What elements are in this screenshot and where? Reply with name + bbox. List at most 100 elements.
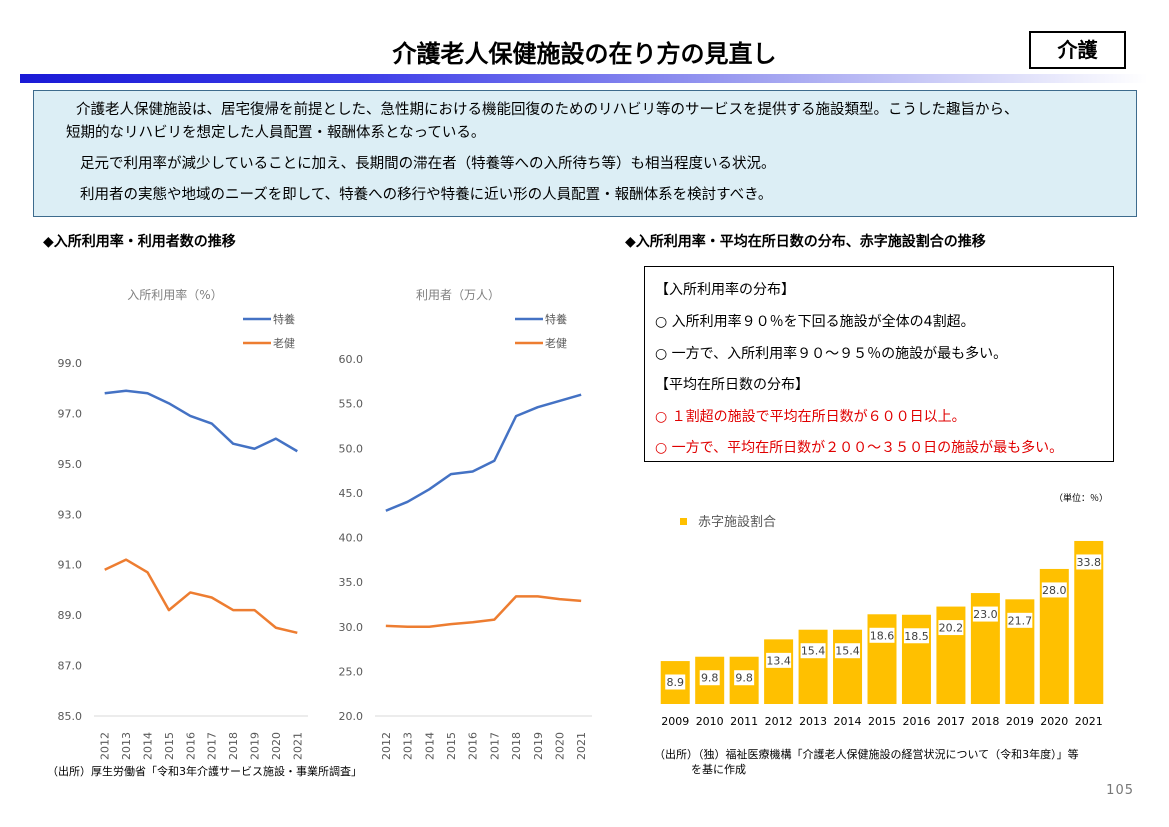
y-tick-label: 50.0 — [339, 442, 364, 455]
unit-note: （単位：％） — [1054, 492, 1108, 504]
legend-label: 老健 — [273, 337, 295, 350]
x-tick-label: 2012 — [380, 732, 393, 760]
right-section-title: ◆入所利用率・平均在所日数の分布、赤字施設割合の推移 — [625, 234, 986, 250]
y-tick-label: 89.0 — [58, 609, 83, 622]
bar — [798, 629, 828, 704]
x-tick-label: 2019 — [1006, 715, 1034, 728]
x-tick-label: 2011 — [730, 715, 758, 728]
x-tick-label: 2016 — [467, 732, 480, 760]
x-tick-label: 2018 — [227, 732, 240, 760]
data-label-box — [765, 651, 793, 669]
y-tick-label: 55.0 — [339, 398, 364, 411]
data-label: 18.5 — [904, 630, 929, 643]
legend-label: 特養 — [545, 312, 567, 326]
series-line-1 — [104, 389, 298, 453]
summary-item-1-cont: 短期的なリハビリを想定した人員配置・報酬体系となっている。 — [66, 125, 486, 141]
series-line-2 — [385, 595, 582, 628]
x-tick-label: 2018 — [971, 715, 999, 728]
data-label-box — [971, 605, 999, 623]
x-tick-label: 2020 — [1040, 715, 1068, 728]
y-tick-label: 91.0 — [58, 559, 83, 572]
bar — [833, 629, 863, 704]
data-label: 18.6 — [870, 629, 895, 642]
data-label-box — [834, 642, 862, 660]
page-title: 介護老人保健施設の在り方の見直し — [392, 40, 777, 68]
category-tag: 介護 — [1029, 31, 1126, 69]
data-label-box — [698, 669, 721, 687]
x-tick-label: 2016 — [184, 732, 197, 760]
data-label: 15.4 — [801, 645, 826, 658]
y-tick-label: 97.0 — [58, 407, 83, 420]
x-tick-label: 2021 — [575, 732, 588, 760]
x-tick-label: 2016 — [902, 715, 930, 728]
y-tick-label: 25.0 — [339, 665, 364, 678]
title-underline — [20, 74, 1148, 83]
x-tick-label: 2021 — [1075, 715, 1103, 728]
series-line-2 — [104, 558, 298, 635]
data-label: 28.0 — [1042, 584, 1067, 597]
x-tick-label: 2021 — [291, 732, 304, 760]
chart-title: 入所利用率（%） — [127, 287, 222, 302]
x-tick-label: 2013 — [402, 732, 415, 760]
dist-line-1: ○ 入所利用率９０％を下回る施設が全体の4割超。 — [655, 314, 975, 330]
data-label: 8.9 — [666, 676, 684, 689]
x-tick-label: 2015 — [163, 732, 176, 760]
data-label-box — [902, 627, 930, 645]
data-label: 9.8 — [701, 672, 719, 685]
x-tick-label: 2010 — [696, 715, 724, 728]
source-left: （出所）厚生労働省「令和3年介護サービス施設・事業所調査」 — [47, 765, 362, 778]
x-tick-label: 2014 — [142, 732, 155, 760]
data-label-box — [868, 626, 896, 644]
dist-line-3: ○ １割超の施設で平均在所日数が６００日以上。 — [655, 409, 966, 425]
legend-swatch — [680, 518, 687, 525]
data-label-box — [799, 642, 827, 660]
data-label: 15.4 — [835, 645, 860, 658]
data-label: 20.2 — [939, 622, 964, 635]
data-label-box — [664, 673, 687, 691]
y-tick-label: 87.0 — [58, 660, 83, 673]
x-tick-label: 2017 — [488, 732, 501, 760]
data-label: 13.4 — [766, 654, 791, 667]
x-tick-label: 2015 — [868, 715, 896, 728]
x-tick-label: 2009 — [661, 715, 689, 728]
data-label-box — [1040, 581, 1068, 599]
x-tick-label: 2012 — [99, 732, 112, 760]
left-section-title: ◆入所利用率・利用者数の推移 — [43, 234, 236, 250]
data-label-box — [1006, 611, 1034, 629]
data-label-box — [733, 669, 756, 687]
y-tick-label: 40.0 — [339, 532, 364, 545]
x-tick-label: 2020 — [270, 732, 283, 760]
legend-label: 特養 — [273, 312, 295, 326]
x-tick-label: 2019 — [249, 732, 262, 760]
dist-heading-stay: 【平均在所日数の分布】 — [655, 377, 809, 393]
data-label: 9.8 — [735, 672, 753, 685]
dist-line-4: ○ 一方で、平均在所日数が２００～３５０日の施設が最も多い。 — [655, 440, 1064, 456]
x-tick-label: 2017 — [937, 715, 965, 728]
x-tick-label: 2020 — [553, 732, 566, 760]
data-label-box — [937, 619, 965, 637]
y-tick-label: 99.0 — [58, 357, 83, 370]
page-number: 105 — [1106, 783, 1134, 798]
x-tick-label: 2019 — [532, 732, 545, 760]
source-right: （出所）（独）福祉医療機構「介護老人保健施設の経営状況について（令和3年度）」等 — [654, 748, 1079, 761]
x-tick-label: 2018 — [510, 732, 523, 760]
y-tick-label: 85.0 — [58, 710, 83, 723]
dist-line-2: ○ 一方で、入所利用率９０～９５％の施設が最も多い。 — [655, 346, 1008, 362]
x-tick-label: 2014 — [423, 732, 436, 760]
source-right-cont: を基に作成 — [691, 763, 746, 776]
series-line-1 — [385, 393, 582, 512]
distribution-box: 【入所利用率の分布】 ○ 入所利用率９０％を下回る施設が全体の4割超。 ○ 一方… — [644, 266, 1114, 462]
summary-box: 介護老人保健施設は、居宅復帰を前提とした、急性期における機能回復のためのリハビリ… — [33, 90, 1137, 217]
x-tick-label: 2013 — [120, 732, 133, 760]
x-tick-label: 2013 — [799, 715, 827, 728]
chart-title: 利用者（万人） — [416, 288, 500, 302]
x-tick-label: 2017 — [206, 732, 219, 760]
y-tick-label: 45.0 — [339, 487, 364, 500]
legend-label: 赤字施設割合 — [698, 514, 776, 530]
data-label: 33.8 — [1077, 556, 1102, 569]
legend-label: 老健 — [545, 337, 567, 350]
x-tick-label: 2014 — [834, 715, 862, 728]
y-tick-label: 20.0 — [339, 710, 364, 723]
bar — [764, 639, 794, 704]
y-tick-label: 93.0 — [58, 508, 83, 521]
